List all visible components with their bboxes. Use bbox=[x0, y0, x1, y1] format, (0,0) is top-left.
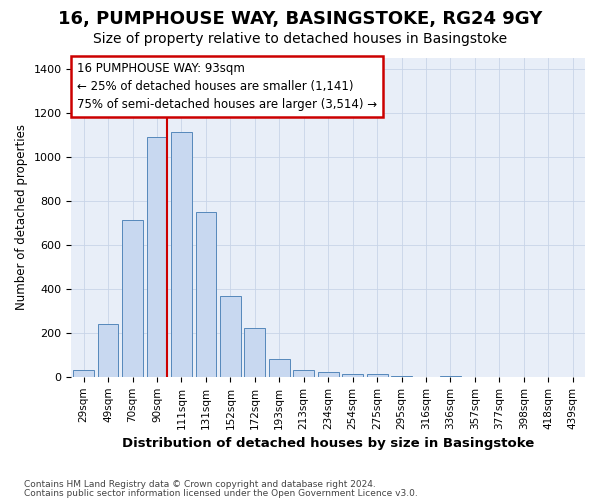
Bar bbox=[318, 372, 338, 377]
Bar bbox=[391, 376, 412, 377]
Bar bbox=[293, 370, 314, 377]
Text: 16, PUMPHOUSE WAY, BASINGSTOKE, RG24 9GY: 16, PUMPHOUSE WAY, BASINGSTOKE, RG24 9GY bbox=[58, 10, 542, 28]
Bar bbox=[244, 328, 265, 377]
Bar bbox=[269, 359, 290, 377]
Bar bbox=[146, 137, 167, 377]
X-axis label: Distribution of detached houses by size in Basingstoke: Distribution of detached houses by size … bbox=[122, 437, 535, 450]
Bar bbox=[122, 220, 143, 377]
Text: 16 PUMPHOUSE WAY: 93sqm
← 25% of detached houses are smaller (1,141)
75% of semi: 16 PUMPHOUSE WAY: 93sqm ← 25% of detache… bbox=[77, 62, 377, 112]
Bar bbox=[440, 376, 461, 377]
Text: Size of property relative to detached houses in Basingstoke: Size of property relative to detached ho… bbox=[93, 32, 507, 46]
Y-axis label: Number of detached properties: Number of detached properties bbox=[15, 124, 28, 310]
Text: Contains HM Land Registry data © Crown copyright and database right 2024.: Contains HM Land Registry data © Crown c… bbox=[24, 480, 376, 489]
Bar bbox=[220, 296, 241, 377]
Bar bbox=[367, 374, 388, 377]
Bar bbox=[73, 370, 94, 377]
Text: Contains public sector information licensed under the Open Government Licence v3: Contains public sector information licen… bbox=[24, 489, 418, 498]
Bar bbox=[342, 374, 363, 377]
Bar bbox=[196, 212, 217, 377]
Bar bbox=[171, 132, 192, 377]
Bar bbox=[98, 324, 118, 377]
